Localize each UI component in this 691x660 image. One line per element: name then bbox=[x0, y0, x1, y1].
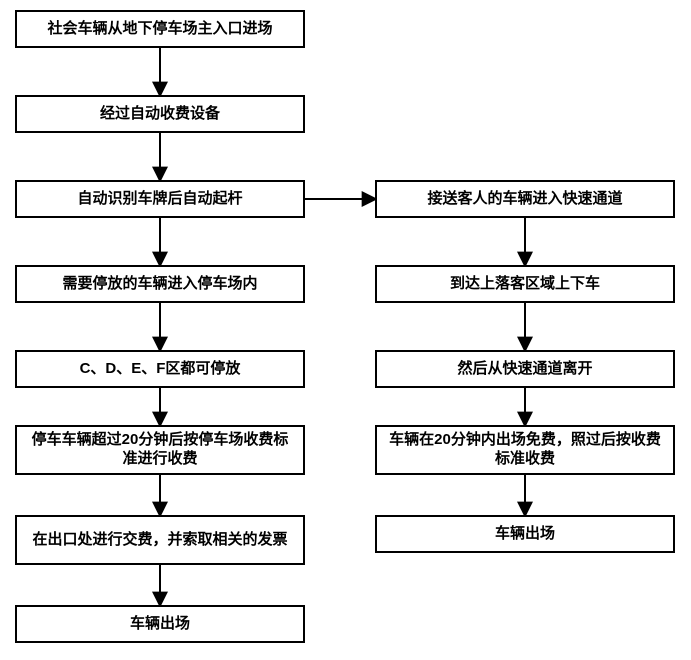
flow-node-label: 在出口处进行交费，并索取相关的发票 bbox=[32, 531, 287, 550]
flow-node-label: 自动识别车牌后自动起杆 bbox=[77, 190, 242, 209]
flow-node-label: 车辆出场 bbox=[130, 615, 190, 634]
flow-node-n1: 社会车辆从地下停车场主入口进场 bbox=[15, 10, 305, 48]
flow-node-label: 然后从快速通道离开 bbox=[457, 360, 592, 379]
flow-node-n3: 自动识别车牌后自动起杆 bbox=[15, 180, 305, 218]
flow-node-n7: 在出口处进行交费，并索取相关的发票 bbox=[15, 515, 305, 565]
flow-node-label: 到达上落客区域上下车 bbox=[450, 275, 600, 294]
flow-node-label: 车辆出场 bbox=[495, 525, 555, 544]
flow-node-label: 停车车辆超过20分钟后按停车场收费标准进行收费 bbox=[25, 431, 295, 469]
flow-node-n9: 接送客人的车辆进入快速通道 bbox=[375, 180, 675, 218]
flow-node-label: 社会车辆从地下停车场主入口进场 bbox=[47, 20, 272, 39]
flow-node-n8: 车辆出场 bbox=[15, 605, 305, 643]
flow-node-n10: 到达上落客区域上下车 bbox=[375, 265, 675, 303]
flow-node-n5: C、D、E、F区都可停放 bbox=[15, 350, 305, 388]
flow-node-label: 接送客人的车辆进入快速通道 bbox=[427, 190, 622, 209]
flow-node-label: C、D、E、F区都可停放 bbox=[80, 360, 241, 379]
flow-node-n12: 车辆在20分钟内出场免费，照过后按收费标准收费 bbox=[375, 425, 675, 475]
flow-node-label: 车辆在20分钟内出场免费，照过后按收费标准收费 bbox=[385, 431, 665, 469]
flowchart-canvas: 社会车辆从地下停车场主入口进场经过自动收费设备自动识别车牌后自动起杆需要停放的车… bbox=[0, 0, 691, 660]
flow-node-n6: 停车车辆超过20分钟后按停车场收费标准进行收费 bbox=[15, 425, 305, 475]
flow-node-n13: 车辆出场 bbox=[375, 515, 675, 553]
flow-node-n2: 经过自动收费设备 bbox=[15, 95, 305, 133]
flow-node-n4: 需要停放的车辆进入停车场内 bbox=[15, 265, 305, 303]
flow-node-label: 需要停放的车辆进入停车场内 bbox=[62, 275, 257, 294]
flow-node-label: 经过自动收费设备 bbox=[100, 105, 220, 124]
flow-node-n11: 然后从快速通道离开 bbox=[375, 350, 675, 388]
